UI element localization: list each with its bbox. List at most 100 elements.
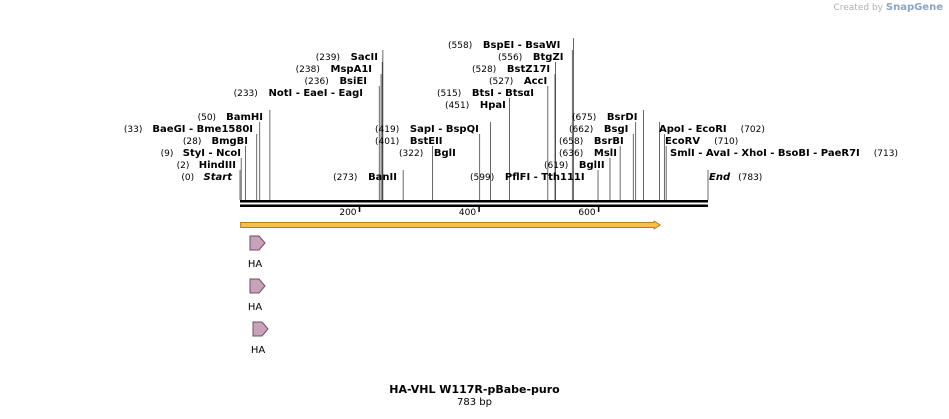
site-position: (558)	[448, 41, 472, 51]
site-enzyme-name: BtsI - BtsαI	[472, 88, 534, 99]
site-enzyme-name: BsiEI	[339, 76, 367, 87]
site-enzyme-name: HpaI	[480, 100, 506, 111]
dna-backbone	[240, 200, 708, 207]
orf-arrow[interactable]	[240, 220, 662, 230]
site-position: (658)	[559, 137, 583, 147]
restriction-site[interactable]: (527) AccI	[489, 74, 556, 200]
site-enzyme-name: BsrDI	[607, 112, 638, 123]
restriction-site[interactable]: (528) BstZ17I	[472, 62, 556, 200]
site-enzyme-name: HindIII	[199, 160, 236, 171]
feature-label: HA	[248, 302, 263, 313]
site-position: (675)	[572, 113, 596, 123]
site-enzyme-name: MslI	[594, 148, 617, 159]
site-position: (662)	[569, 125, 593, 135]
restriction-site[interactable]: (0) Start	[181, 170, 241, 200]
restriction-site[interactable]: (556) BtgZI	[498, 50, 573, 200]
site-position: (239)	[316, 53, 340, 63]
site-enzyme-name: BtgZI	[533, 52, 564, 63]
site-enzyme-name: End	[709, 172, 731, 183]
site-position: (713)	[874, 149, 898, 159]
site-enzyme-name: StyI - NcoI	[183, 148, 241, 159]
site-position: (702)	[741, 125, 765, 135]
site-position: (636)	[559, 149, 583, 159]
site-enzyme-name: MspA1I	[331, 64, 372, 75]
feature-label: HA	[248, 259, 263, 270]
feature-arrow[interactable]	[249, 278, 266, 294]
restriction-site[interactable]: (233) NotI - EaeI - EagI	[234, 86, 380, 200]
site-enzyme-name: BstEII	[410, 136, 443, 147]
site-position: (401)	[375, 137, 399, 147]
feature-arrow[interactable]	[252, 321, 269, 337]
ruler-tick-label: 600	[578, 208, 595, 218]
restriction-site[interactable]: (675) BsrDI	[572, 110, 644, 200]
site-enzyme-name: SmlI - AvaI - XhoI - BsoBI - PaeR7I	[670, 148, 860, 159]
site-enzyme-name: BmgBI	[211, 136, 248, 147]
site-enzyme-name: AccI	[524, 76, 547, 87]
restriction-site[interactable]: (662) BsgI	[569, 122, 637, 200]
restriction-site[interactable]: (599) PflFI - Tth111I	[470, 170, 599, 200]
feature-label: HA	[251, 345, 266, 356]
site-enzyme-name: EcoRV	[665, 136, 700, 147]
site-position: (599)	[470, 173, 494, 183]
restriction-site[interactable]: (33) BaeGI - Bme1580I	[124, 122, 261, 200]
restriction-site[interactable]: (558) BspEI - BsaWI	[448, 38, 574, 200]
restriction-site[interactable]: (273) BanII	[333, 170, 404, 200]
restriction-site[interactable]: (28) BmgBI	[183, 134, 258, 200]
site-position: (528)	[472, 65, 496, 75]
restriction-site[interactable]: (515) BtsI - BtsαI	[437, 86, 549, 200]
restriction-site[interactable]: (658) BsrBI	[559, 134, 634, 200]
ruler-tick-label: 200	[339, 208, 356, 218]
site-position: (527)	[489, 77, 513, 87]
site-position: (273)	[333, 173, 357, 183]
restriction-site[interactable]: (9) StyI - NcoI	[161, 146, 246, 200]
restriction-site[interactable]: End (783)	[707, 170, 762, 200]
site-position: (50)	[198, 113, 216, 123]
site-position: (710)	[714, 137, 738, 147]
site-position: (238)	[296, 65, 320, 75]
feature-arrow[interactable]	[249, 235, 266, 251]
site-position: (515)	[437, 89, 461, 99]
site-position: (451)	[445, 101, 469, 111]
site-position: (556)	[498, 53, 522, 63]
restriction-site[interactable]: (636) MslI	[559, 146, 621, 200]
site-enzyme-name: BspEI - BsaWI	[483, 40, 560, 51]
site-position: (233)	[234, 89, 258, 99]
site-position: (2)	[177, 161, 190, 171]
site-enzyme-name: BsrBI	[594, 136, 624, 147]
feature-ha[interactable]: HA	[248, 235, 266, 270]
restriction-site[interactable]: (401) BstEII	[375, 134, 481, 200]
site-position: (619)	[544, 161, 568, 171]
site-enzyme-name: BsgI	[604, 124, 628, 135]
created-by-text: Created by	[833, 3, 883, 13]
site-enzyme-name: BglI	[434, 148, 456, 159]
restriction-site[interactable]: (50) BamHI	[198, 110, 271, 200]
site-position: (28)	[183, 137, 201, 147]
restriction-site[interactable]: (236) BsiEI	[305, 74, 382, 200]
restriction-site[interactable]: (451) HpaI	[445, 98, 510, 200]
restriction-site[interactable]: (419) SapI - BspQI	[375, 122, 491, 200]
feature-ha[interactable]: HA	[248, 278, 266, 313]
feature-ha[interactable]: HA	[251, 321, 269, 356]
snapgene-credit: Created by SnapGene	[833, 2, 943, 13]
site-position: (9)	[161, 149, 174, 159]
site-enzyme-name: BglII	[579, 160, 605, 171]
restriction-site[interactable]: (322) BglI	[399, 146, 456, 200]
site-enzyme-name: BaeGI - Bme1580I	[152, 124, 253, 135]
restriction-site[interactable]: (619) BglII	[544, 158, 611, 200]
restriction-site[interactable]: SmlI - AvaI - XhoI - BsoBI - PaeR7I (713)	[665, 146, 898, 200]
restriction-site[interactable]: (2) HindIII	[177, 158, 242, 200]
site-enzyme-name: PflFI - Tth111I	[505, 172, 585, 183]
restriction-site[interactable]: ApoI - EcoRI (702)	[659, 122, 765, 200]
site-position: (236)	[305, 77, 329, 87]
map-title: HA-VHL W117R-pBabe-puro	[389, 383, 560, 396]
site-enzyme-name: SacII	[351, 52, 378, 63]
restriction-site[interactable]: EcoRV (710)	[663, 134, 738, 200]
site-position: (419)	[375, 125, 399, 135]
site-enzyme-name: SapI - BspQI	[410, 124, 479, 135]
site-enzyme-name: BanII	[368, 172, 397, 183]
restriction-site[interactable]: (239) SacII	[316, 50, 384, 200]
site-position: (322)	[399, 149, 423, 159]
site-enzyme-name: ApoI - EcoRI	[659, 124, 727, 135]
restriction-site[interactable]: (238) MspA1I	[296, 62, 383, 200]
